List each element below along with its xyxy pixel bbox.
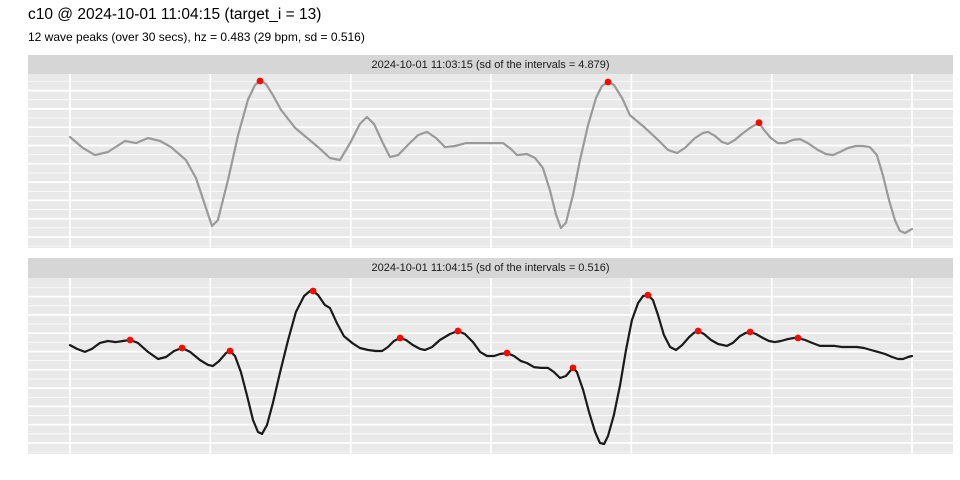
peak-marker bbox=[694, 327, 702, 335]
peak-marker bbox=[454, 327, 462, 335]
peak-marker bbox=[569, 364, 577, 372]
chart-title: c10 @ 2024-10-01 11:04:15 (target_i = 13… bbox=[28, 6, 322, 23]
chart-subtitle: 12 wave peaks (over 30 secs), hz = 0.483… bbox=[28, 30, 365, 44]
peak-marker bbox=[309, 287, 317, 295]
facet-strip-1-label: 2024-10-01 11:03:15 (sd of the intervals… bbox=[371, 58, 610, 71]
peak-marker bbox=[604, 78, 612, 86]
wave-panel-2-plot bbox=[28, 278, 953, 454]
peak-marker bbox=[755, 119, 763, 127]
facet-strip-2-label: 2024-10-01 11:04:15 (sd of the intervals… bbox=[371, 262, 610, 274]
peak-marker bbox=[256, 77, 264, 85]
wave-panel-1-plot bbox=[28, 74, 953, 248]
peak-marker bbox=[794, 334, 802, 342]
peak-marker bbox=[746, 328, 754, 336]
peak-marker bbox=[503, 349, 511, 357]
facet-strip-2: 2024-10-01 11:04:15 (sd of the intervals… bbox=[28, 258, 953, 278]
peak-marker bbox=[126, 336, 134, 344]
peak-marker bbox=[396, 334, 404, 342]
facet-strip-1: 2024-10-01 11:03:15 (sd of the intervals… bbox=[28, 55, 953, 74]
peak-marker bbox=[644, 291, 652, 299]
peak-marker bbox=[226, 347, 234, 355]
peak-marker bbox=[178, 344, 186, 352]
